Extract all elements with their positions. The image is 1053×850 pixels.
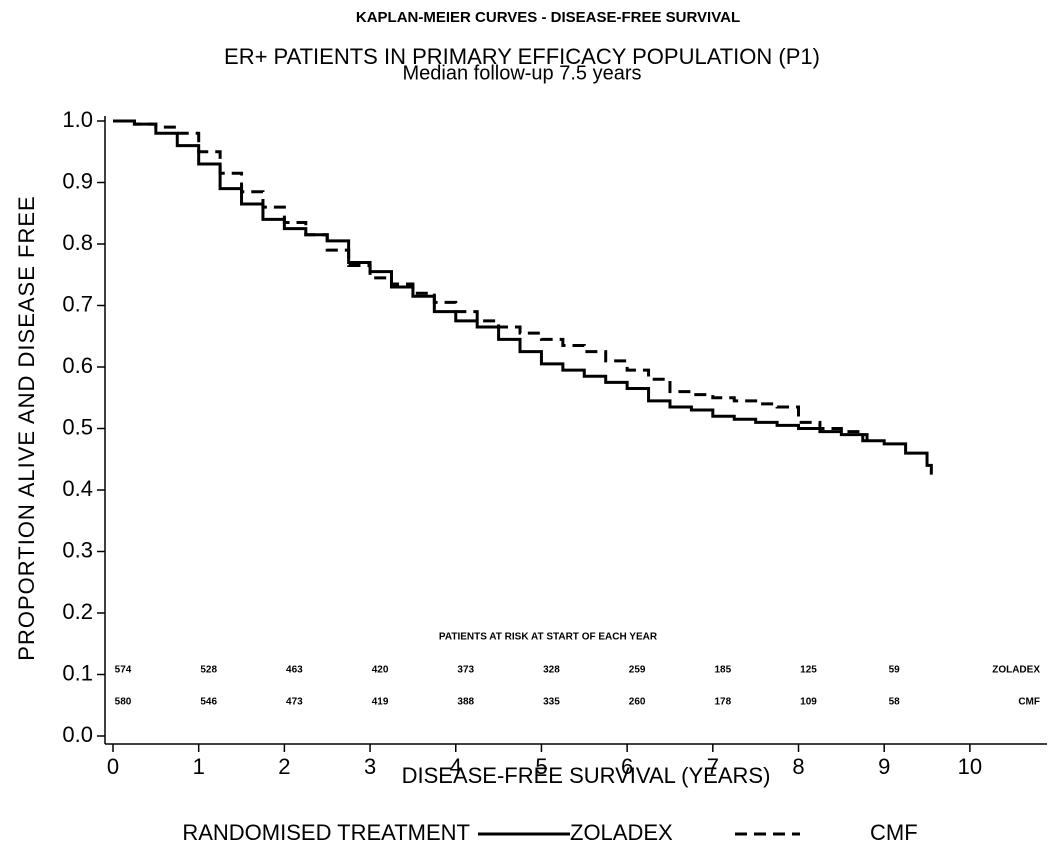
risk-row-name: CMF (1018, 697, 1040, 708)
x-tick-label: 3 (364, 754, 376, 779)
y-tick-label: 0.7 (62, 291, 93, 316)
x-tick-label: 10 (958, 754, 982, 779)
chart-subtitle: ER+ PATIENTS IN PRIMARY EFFICACY POPULAT… (224, 44, 820, 69)
y-tick-label: 0.1 (62, 660, 93, 685)
risk-count: 185 (714, 665, 731, 676)
risk-count: 574 (115, 665, 132, 676)
x-tick-label: 9 (878, 754, 890, 779)
x-tick-label: 6 (621, 754, 633, 779)
legend-title: RANDOMISED TREATMENT (182, 820, 470, 845)
x-tick-label: 1 (193, 754, 205, 779)
risk-count: 473 (286, 697, 303, 708)
x-tick-label: 8 (792, 754, 804, 779)
x-tick-label: 7 (707, 754, 719, 779)
y-tick-label: 0.8 (62, 230, 93, 255)
y-tick-label: 0.0 (62, 722, 93, 747)
risk-row-name: ZOLADEX (992, 665, 1040, 676)
risk-count: 109 (800, 697, 817, 708)
risk-count: 335 (543, 697, 560, 708)
risk-count: 546 (200, 697, 217, 708)
x-tick-label: 5 (535, 754, 547, 779)
legend-label: ZOLADEX (570, 820, 673, 845)
x-tick-label: 4 (450, 754, 462, 779)
x-axis-label: DISEASE-FREE SURVIVAL (YEARS) (402, 763, 771, 788)
risk-count: 125 (800, 665, 817, 676)
risk-count: 328 (543, 665, 560, 676)
chart-title: KAPLAN-MEIER CURVES - DISEASE-FREE SURVI… (356, 9, 740, 26)
risk-table-title: PATIENTS AT RISK AT START OF EACH YEAR (439, 632, 658, 643)
y-tick-label: 0.2 (62, 599, 93, 624)
risk-count: 59 (889, 665, 901, 676)
y-tick-label: 0.6 (62, 353, 93, 378)
y-tick-label: 0.4 (62, 476, 93, 501)
risk-count: 373 (457, 665, 474, 676)
legend-label: CMF (870, 820, 918, 845)
y-tick-label: 0.9 (62, 168, 93, 193)
x-tick-label: 0 (107, 754, 119, 779)
risk-count: 259 (629, 665, 646, 676)
y-axis-label: PROPORTION ALIVE AND DISEASE FREE (14, 195, 39, 660)
risk-count: 419 (372, 697, 389, 708)
risk-count: 420 (372, 665, 389, 676)
y-tick-label: 1.0 (62, 107, 93, 132)
risk-count: 178 (714, 697, 731, 708)
risk-count: 463 (286, 665, 303, 676)
y-tick-label: 0.5 (62, 414, 93, 439)
survival-curve (113, 119, 869, 441)
risk-count: 528 (200, 665, 217, 676)
risk-count: 260 (629, 697, 646, 708)
risk-count: 58 (889, 697, 901, 708)
y-tick-label: 0.3 (62, 537, 93, 562)
x-tick-label: 2 (278, 754, 290, 779)
risk-count: 580 (115, 697, 132, 708)
risk-count: 388 (457, 697, 474, 708)
chart-note: Median follow-up 7.5 years (402, 62, 641, 84)
